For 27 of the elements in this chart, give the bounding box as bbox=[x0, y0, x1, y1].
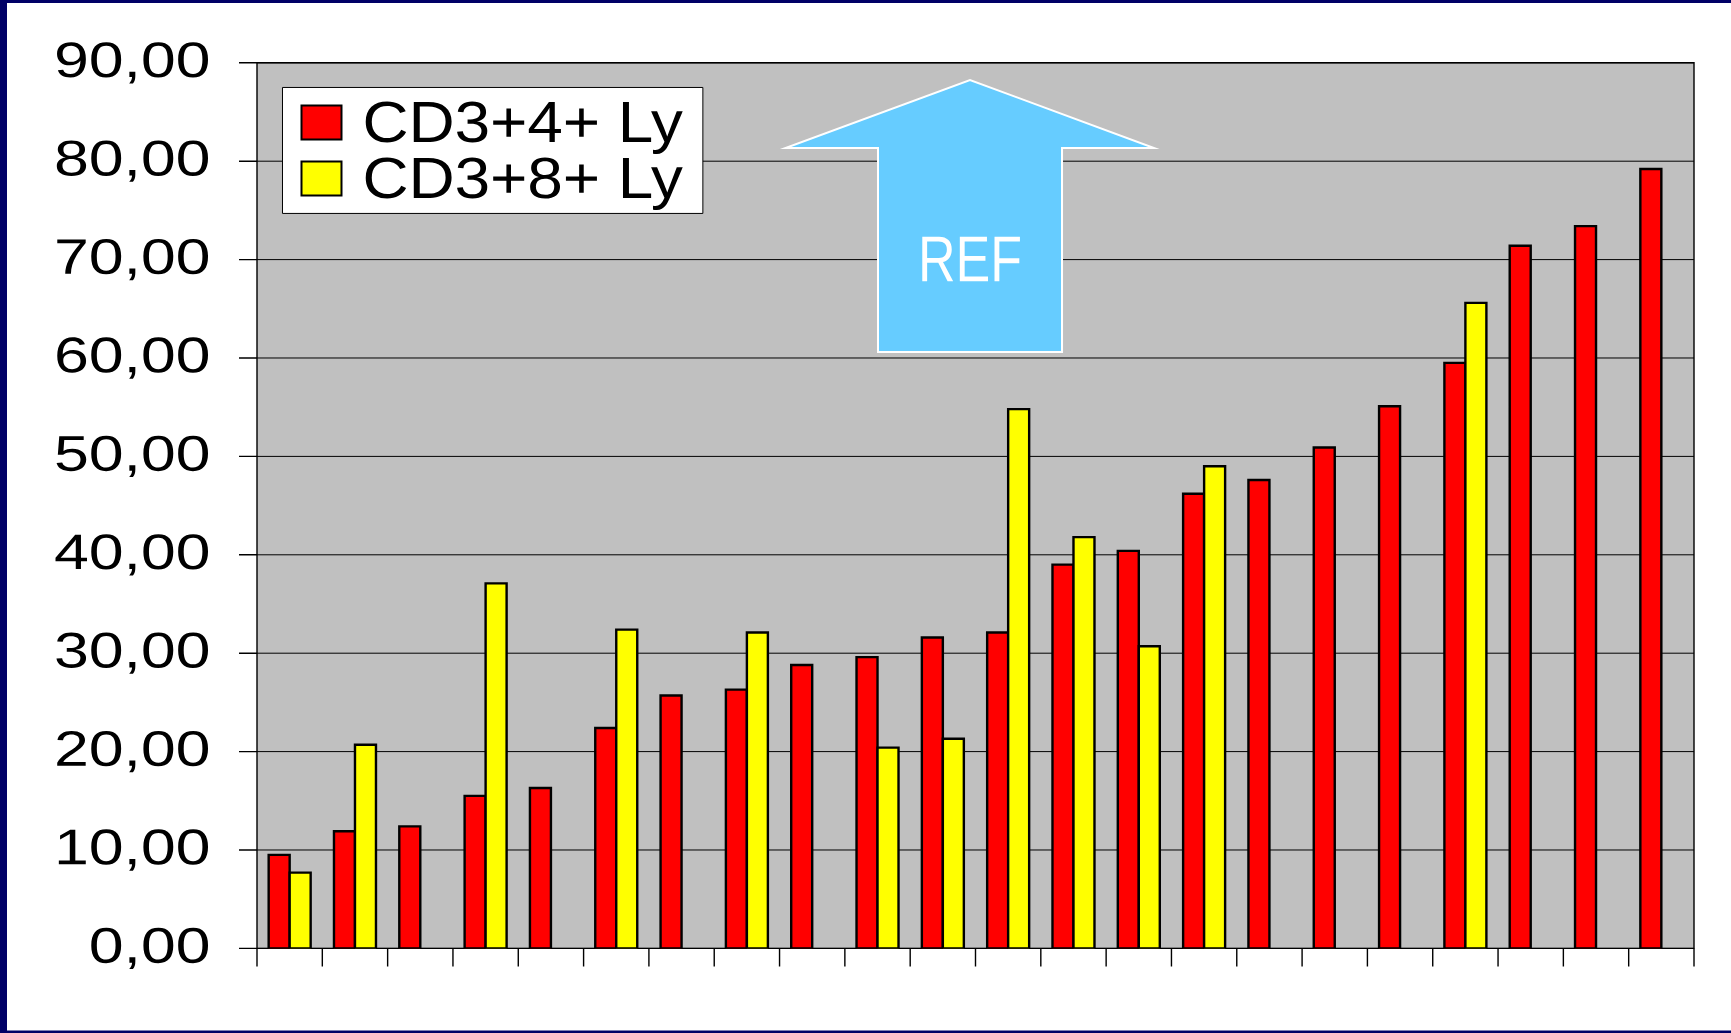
bar bbox=[1508, 244, 1532, 949]
bar bbox=[1377, 405, 1402, 949]
bar bbox=[920, 636, 945, 949]
y-tick-label: 20,00 bbox=[57, 730, 209, 773]
bar bbox=[1573, 224, 1598, 949]
y-tick-label: 70,00 bbox=[57, 238, 209, 281]
annotation: REF bbox=[922, 236, 1020, 282]
bar bbox=[1312, 446, 1336, 949]
y-tick-label: 80,00 bbox=[56, 140, 209, 182]
legend-label: CD3+8+ Ly bbox=[365, 157, 683, 210]
bar bbox=[745, 631, 770, 949]
bar bbox=[1202, 465, 1227, 949]
y-tick-label: 60,00 bbox=[57, 337, 209, 379]
bar bbox=[1137, 645, 1161, 949]
bar bbox=[1116, 549, 1140, 949]
y-tick-label: 40,00 bbox=[55, 534, 209, 576]
y-tick-label: 10,00 bbox=[58, 829, 209, 871]
bar bbox=[1181, 492, 1206, 949]
y-tick-label: 0,00 bbox=[91, 927, 209, 970]
y-tick-label: 90,00 bbox=[57, 42, 209, 84]
bar bbox=[615, 628, 639, 949]
bar bbox=[790, 663, 814, 949]
bar bbox=[985, 631, 1010, 949]
y-tick-label: 50,00 bbox=[56, 435, 209, 478]
bar bbox=[1006, 407, 1031, 949]
y-tick-label: 30,00 bbox=[56, 632, 209, 674]
legend-label: CD3+4+ Ly bbox=[365, 101, 683, 154]
